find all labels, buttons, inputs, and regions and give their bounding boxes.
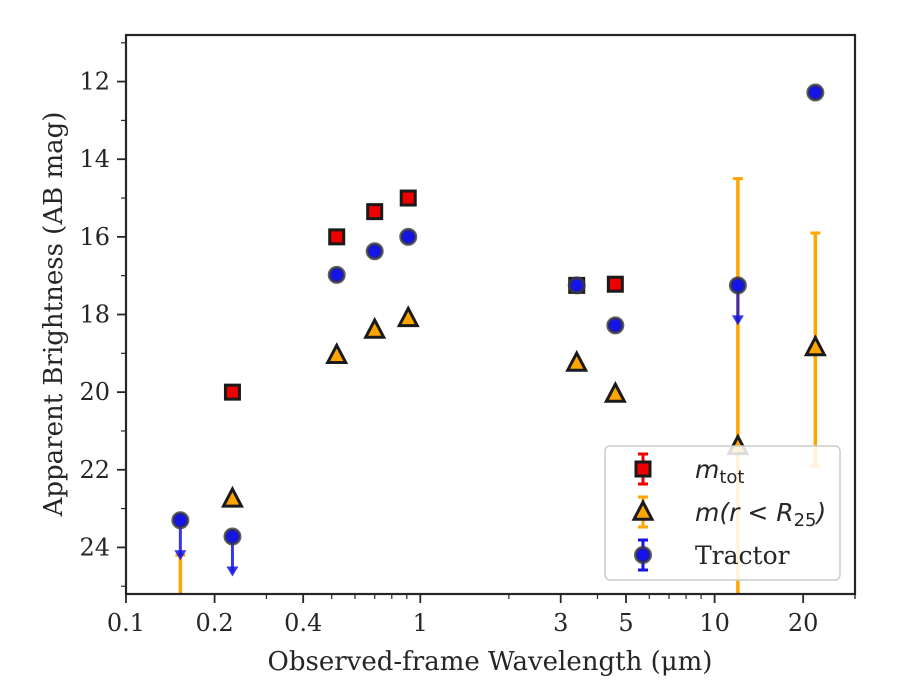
data-point (327, 265, 346, 284)
data-point (328, 228, 346, 246)
legend-entry: m(r < R25) (631, 495, 826, 531)
series-3 (171, 83, 825, 577)
data-point (325, 342, 349, 364)
data-point (365, 242, 384, 261)
data-point (606, 316, 625, 335)
legend-entry: mtot (634, 452, 745, 488)
plot-frame (124, 33, 857, 596)
arrow-head (731, 315, 744, 326)
data-point (728, 276, 747, 295)
y-tick-label: 14 (79, 145, 110, 173)
data-point (603, 380, 627, 403)
data-point (396, 305, 420, 328)
data-point (171, 600, 189, 617)
legend-label: mtot (695, 455, 745, 488)
x-tick-label: 10 (699, 609, 730, 637)
y-tick-label: 12 (79, 68, 110, 96)
x-tick-label: 20 (788, 609, 819, 637)
y-axis-label: Apparent Brightness (AB mag) (39, 112, 69, 518)
y-tick-label: 16 (79, 223, 110, 251)
y-tick-label: 20 (79, 378, 110, 406)
legend: mtot m(r < R25) Tractor (604, 445, 841, 581)
data-point (366, 203, 384, 221)
data-point (399, 227, 418, 246)
x-axis-label: Observed-frame Wavelength (μm) (268, 647, 713, 677)
data-point (803, 334, 827, 357)
legend-box (604, 445, 841, 581)
y-tick-label: 18 (79, 301, 110, 329)
arrow-head (226, 566, 239, 577)
legend-label: m(r < R25) (695, 498, 826, 531)
arrow-head (174, 550, 187, 561)
data-point (606, 275, 624, 293)
x-tick-label: 5 (618, 609, 633, 637)
legend-marker (634, 460, 652, 478)
data-point (223, 527, 242, 546)
legend-entry: Tractor (634, 538, 790, 572)
data-point (399, 189, 417, 207)
data-point (565, 349, 589, 372)
data-points (171, 83, 827, 617)
data-point (171, 511, 190, 530)
data-point (567, 276, 586, 295)
x-tick-label: 0.2 (196, 609, 234, 637)
y-tick-label: 24 (79, 533, 110, 561)
data-point (220, 485, 244, 508)
legend-label: Tractor (695, 541, 790, 570)
data-point (223, 383, 241, 401)
y-tick-label: 22 (79, 456, 110, 484)
series-1 (223, 189, 624, 401)
x-tick-label: 0.4 (284, 609, 322, 637)
legend-marker (631, 498, 655, 521)
data-point (363, 316, 387, 339)
x-tick-label: 0.1 (107, 609, 145, 637)
data-point (806, 83, 825, 102)
x-tick-label: 3 (553, 609, 568, 637)
x-tick-label: 1 (413, 609, 428, 637)
legend-marker (634, 546, 652, 564)
